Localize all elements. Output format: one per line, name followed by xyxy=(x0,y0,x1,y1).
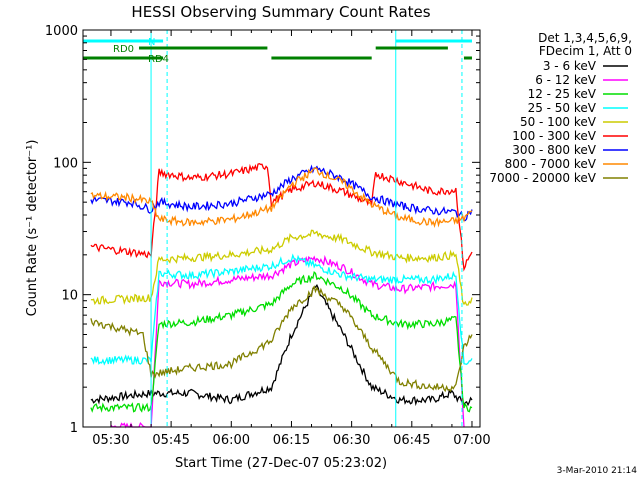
legend-entry-label: 25 - 50 keV xyxy=(528,101,597,115)
legend-entry-label: 100 - 300 keV xyxy=(512,129,596,143)
legend-entry-label: 50 - 100 keV xyxy=(520,115,597,129)
x-tick-label: 05:30 xyxy=(92,433,129,448)
series-line-0 xyxy=(90,283,473,407)
y-axis-ticks: 1 10 100 1000 xyxy=(45,24,480,436)
legend-entry-label: 3 - 6 keV xyxy=(543,59,597,73)
legend-entry-label: 300 - 800 keV xyxy=(512,143,596,157)
legend: Det 1,3,4,5,6,9, FDecim 1, Att 0 3 - 6 k… xyxy=(489,31,632,185)
x-axis-ticks: 05:30 05:45 06:00 06:15 06:30 06:45 07:00 xyxy=(92,30,491,448)
y-axis-label: Count Rate (s⁻¹ detector⁻¹) xyxy=(25,140,40,317)
legend-header-line1: Det 1,3,4,5,6,9, xyxy=(538,31,632,45)
legend-header-line2: FDecim 1, Att 0 xyxy=(539,44,632,58)
legend-entry-label: 6 - 12 keV xyxy=(535,73,597,87)
series-line-4 xyxy=(90,229,473,306)
legend-entry-label: 800 - 7000 keV xyxy=(505,157,597,171)
chart-title: HESSI Observing Summary Count Rates xyxy=(131,3,430,21)
annotation-group: N RD0 RD4 xyxy=(83,30,472,427)
legend-entry-label: 12 - 25 keV xyxy=(528,87,597,101)
x-tick-label: 05:45 xyxy=(152,433,189,448)
series-line-3 xyxy=(90,253,473,366)
x-tick-label: 07:00 xyxy=(453,433,490,448)
legend-entry-label: 7000 - 20000 keV xyxy=(489,171,596,185)
x-tick-label: 06:00 xyxy=(213,433,250,448)
timestamp-label: 3-Mar-2010 21:14 xyxy=(557,466,638,476)
series-line-8 xyxy=(90,285,473,393)
series-line-1 xyxy=(110,254,465,429)
x-axis-label: Start Time (27-Dec-07 05:23:02) xyxy=(175,456,387,471)
rd0-annotation-label: RD0 xyxy=(113,44,134,55)
series-line-2 xyxy=(90,271,473,413)
y-tick-label: 1 xyxy=(70,421,78,436)
series-line-5 xyxy=(90,163,473,272)
x-tick-label: 06:45 xyxy=(393,433,430,448)
n-annotation-label: N xyxy=(148,37,155,48)
rd4-annotation-label: RD4 xyxy=(148,54,169,65)
series-line-7 xyxy=(90,167,473,228)
x-tick-label: 06:15 xyxy=(273,433,310,448)
y-tick-label: 1000 xyxy=(45,24,78,39)
series-line-6 xyxy=(90,164,473,222)
y-tick-label: 10 xyxy=(61,289,78,304)
plot-frame xyxy=(82,29,481,428)
series-group xyxy=(90,163,473,429)
x-tick-label: 06:30 xyxy=(333,433,370,448)
y-tick-label: 100 xyxy=(53,156,78,171)
